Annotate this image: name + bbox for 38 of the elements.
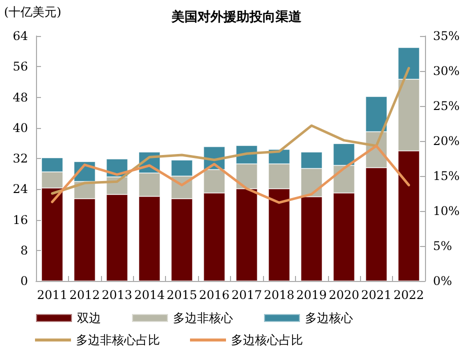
y-tick-label: 24 bbox=[12, 182, 28, 196]
x-tick-label: 2011 bbox=[36, 288, 68, 302]
x-tick-label: 2022 bbox=[394, 288, 424, 302]
y2-tick-label: 20% bbox=[433, 134, 460, 148]
x-tick-label: 2013 bbox=[102, 288, 132, 302]
legend-label: 多边核心占比 bbox=[231, 333, 303, 347]
x-tick-label: 2016 bbox=[199, 288, 230, 302]
y2-tick-label: 15% bbox=[433, 169, 460, 183]
x-tick-label: 2014 bbox=[134, 288, 166, 302]
legend-label: 多边非核心占比 bbox=[76, 333, 160, 347]
legend-label: 多边核心 bbox=[305, 311, 353, 325]
y-tick-label: 16 bbox=[12, 212, 28, 227]
y-tick-label: 8 bbox=[20, 243, 28, 258]
legend-label: 双边 bbox=[77, 311, 101, 325]
x-tick-label: 2020 bbox=[328, 288, 360, 302]
y2-tick-label: 35% bbox=[433, 29, 460, 43]
y-tick-label: 0 bbox=[20, 274, 28, 288]
chart-title: 美国对外援助投向渠道 bbox=[170, 9, 302, 25]
x-tick-label: 2015 bbox=[166, 288, 198, 302]
x-tick-label: 2018 bbox=[264, 288, 294, 302]
x-tick-label: 2017 bbox=[231, 288, 262, 302]
y2-tick-label: 0% bbox=[433, 274, 452, 288]
line-series bbox=[50, 66, 410, 195]
x-tick-label: 2012 bbox=[69, 288, 100, 302]
x-tick-label: 2021 bbox=[361, 288, 392, 302]
y2-tick-label: 5% bbox=[433, 239, 452, 253]
y-tick-label: 48 bbox=[12, 90, 28, 104]
y2-tick-label: 10% bbox=[433, 204, 460, 218]
x-tick-label: 2019 bbox=[296, 288, 327, 302]
y-tick-label: 56 bbox=[12, 60, 28, 74]
y-tick-label: 32 bbox=[12, 152, 28, 166]
y2-tick-label: 30% bbox=[433, 64, 460, 78]
y-tick-label: 40 bbox=[12, 120, 28, 135]
y-tick-label: 64 bbox=[12, 29, 28, 43]
line-series bbox=[50, 144, 410, 204]
y-axis-title: (十亿美元) bbox=[4, 5, 62, 19]
y2-tick-label: 25% bbox=[433, 99, 460, 113]
legend-label: 多边非核心 bbox=[173, 311, 233, 325]
